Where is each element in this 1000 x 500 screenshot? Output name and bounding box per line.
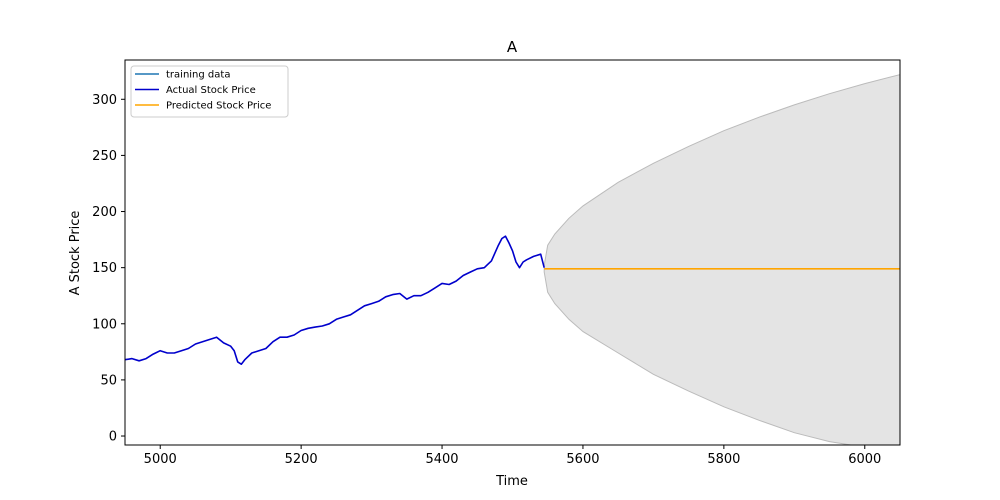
legend: training data Actual Stock Price Predicted…	[130, 65, 289, 118]
confidence-band	[543, 74, 900, 445]
x-axis: 5000 5200 5400 5600 5800 6000	[144, 445, 881, 467]
legend-label: Predicted Stock Price	[166, 101, 271, 112]
y-tick-label: 0	[109, 430, 117, 445]
y-tick-label: 50	[100, 373, 117, 388]
plot-frame	[124, 59, 901, 446]
x-tick-label: 5800	[707, 452, 740, 467]
y-tick-label: 250	[92, 149, 117, 164]
y-tick-label: 300	[92, 93, 117, 108]
series-line-0	[125, 235, 545, 366]
x-tick-label: 5400	[425, 452, 458, 467]
y-axis: 0 50 100 150 200 250 300	[92, 93, 125, 445]
y-tick-label: 100	[92, 317, 117, 332]
plot-area	[124, 59, 901, 446]
chart-title: A	[507, 38, 518, 56]
x-tick-label: 5000	[144, 452, 177, 467]
x-axis-title: Time	[495, 474, 528, 489]
x-tick-label: 5600	[566, 452, 599, 467]
legend-box	[130, 65, 289, 118]
legend-label: training data	[166, 70, 230, 81]
x-tick-label: 6000	[848, 452, 881, 467]
y-tick-label: 200	[92, 205, 117, 220]
x-tick-label: 5200	[285, 452, 318, 467]
legend-label: Actual Stock Price	[166, 85, 256, 96]
y-axis-title: A Stock Price	[68, 211, 83, 296]
y-tick-label: 150	[92, 261, 117, 276]
